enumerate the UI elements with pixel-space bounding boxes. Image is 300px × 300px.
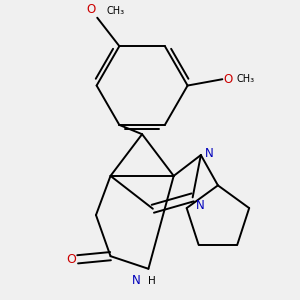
Text: O: O (66, 253, 76, 266)
Text: N: N (196, 199, 205, 212)
Text: O: O (223, 73, 232, 86)
Text: CH₃: CH₃ (236, 74, 254, 84)
Text: H: H (148, 276, 156, 286)
Text: O: O (87, 3, 96, 16)
Text: N: N (132, 274, 141, 287)
Text: N: N (205, 147, 213, 160)
Text: CH₃: CH₃ (107, 6, 125, 16)
